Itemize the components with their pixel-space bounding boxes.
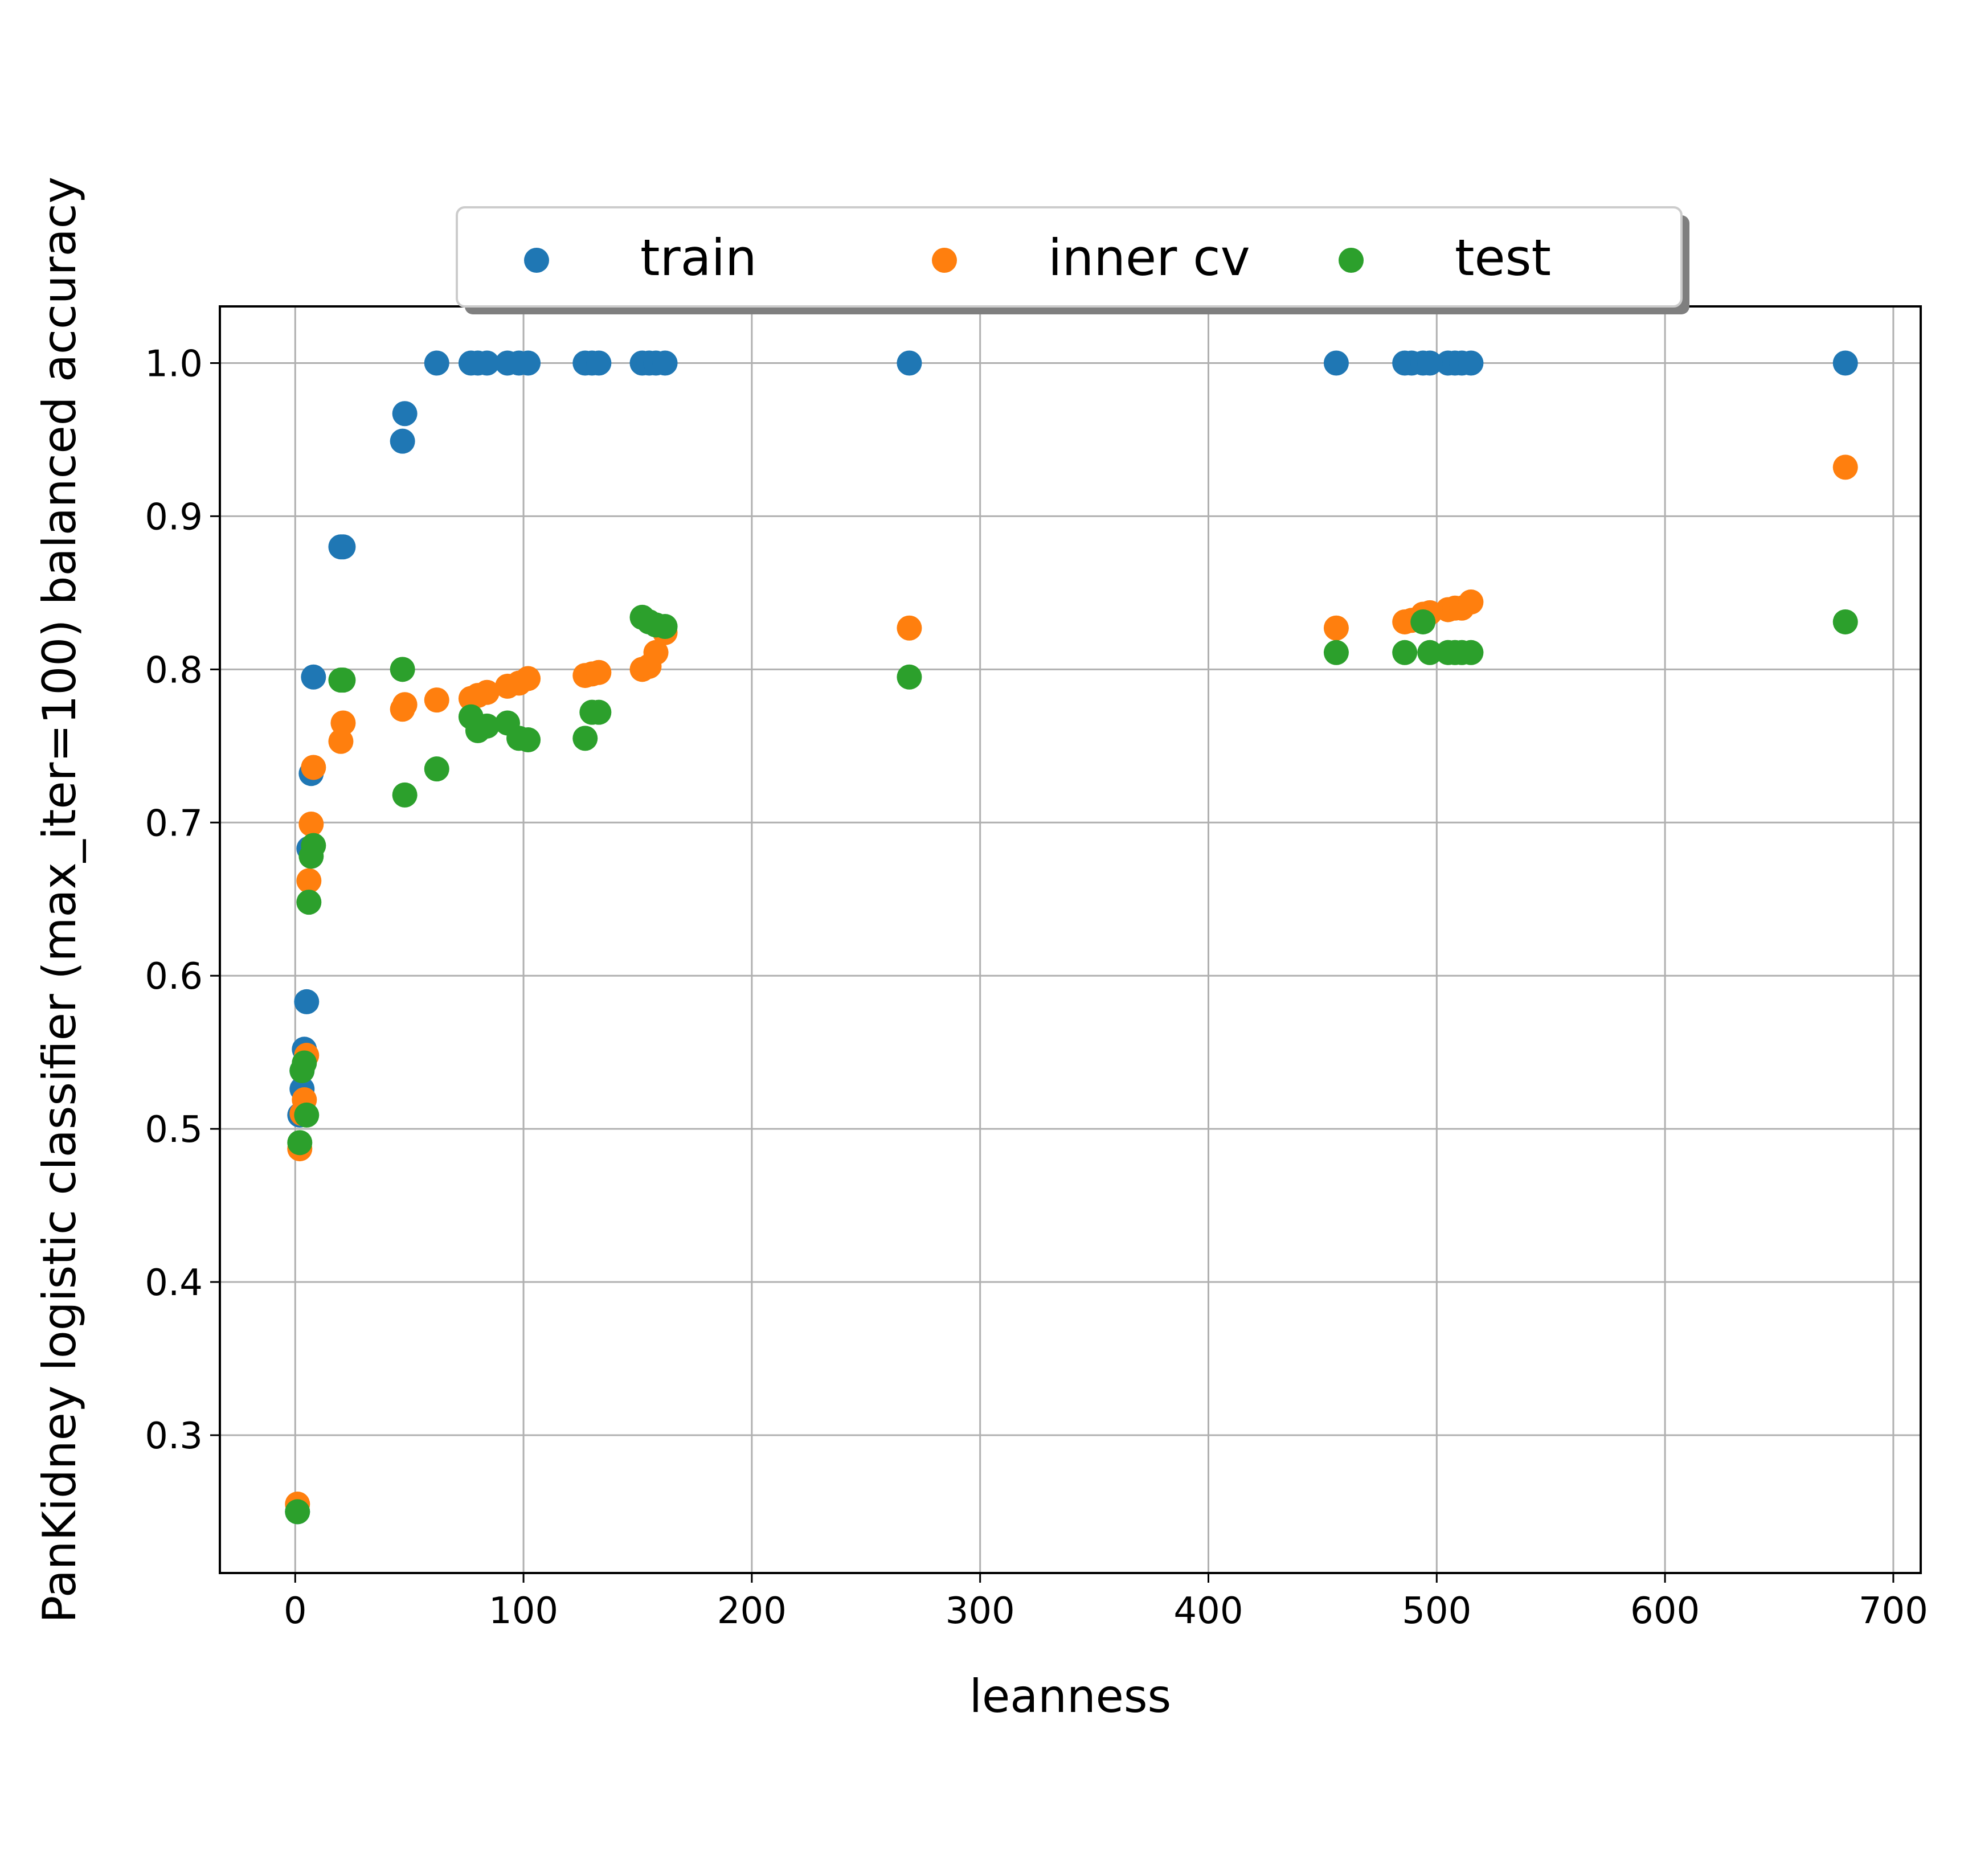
data-point xyxy=(474,713,500,739)
legend-box xyxy=(456,206,1683,308)
data-point xyxy=(294,1102,320,1128)
data-point xyxy=(474,350,500,376)
series-inner-cv xyxy=(285,454,1858,1517)
y-tick-label: 0.9 xyxy=(145,496,203,538)
data-point xyxy=(586,660,612,685)
x-axis-title: leanness xyxy=(969,1670,1171,1723)
data-point xyxy=(1323,350,1349,376)
data-point xyxy=(296,868,322,894)
data-point xyxy=(330,667,356,693)
legend-marker xyxy=(524,248,549,273)
data-point xyxy=(424,350,449,376)
x-tick-label: 400 xyxy=(1173,1590,1243,1632)
x-tick-label: 700 xyxy=(1859,1590,1928,1632)
data-point xyxy=(586,350,612,376)
data-point xyxy=(515,666,541,691)
y-tick-label: 0.5 xyxy=(145,1109,203,1151)
data-point xyxy=(1417,350,1443,376)
y-axis-title: PanKidney logistic classifier (max_iter=… xyxy=(33,177,86,1623)
data-point xyxy=(298,811,324,837)
series-train xyxy=(285,350,1858,1525)
legend-label: inner cv xyxy=(1048,228,1250,287)
data-point xyxy=(652,350,678,376)
x-tick-label: 200 xyxy=(717,1590,787,1632)
y-tick-label: 0.8 xyxy=(145,649,203,691)
data-point xyxy=(330,534,356,560)
data-point xyxy=(328,728,354,754)
data-point xyxy=(1458,640,1484,665)
data-point xyxy=(1832,609,1858,634)
legend-marker xyxy=(1339,248,1364,273)
y-tick-label: 0.3 xyxy=(145,1415,203,1457)
x-tick-label: 100 xyxy=(489,1590,558,1632)
data-point xyxy=(652,614,678,640)
legend: train inner cv test xyxy=(456,206,1689,314)
data-point xyxy=(586,699,612,725)
y-tick-label: 1.0 xyxy=(145,343,203,386)
data-point xyxy=(643,640,669,665)
data-point xyxy=(292,1050,317,1076)
grid-lines xyxy=(220,306,1921,1573)
data-point xyxy=(897,664,922,690)
data-point xyxy=(1323,615,1349,641)
legend-label: train xyxy=(640,228,757,287)
y-tick-label: 0.7 xyxy=(145,802,203,845)
x-tick-label: 600 xyxy=(1630,1590,1700,1632)
data-point xyxy=(424,756,449,782)
data-point xyxy=(301,755,326,780)
x-tick-label: 300 xyxy=(946,1590,1015,1632)
data-point xyxy=(1458,350,1484,376)
data-point xyxy=(1410,609,1436,634)
x-tick-label: 500 xyxy=(1402,1590,1471,1632)
data-point xyxy=(392,692,418,718)
data-point xyxy=(287,1130,313,1156)
data-point xyxy=(897,350,922,376)
data-point xyxy=(296,890,322,915)
series-test xyxy=(285,604,1858,1525)
data-point xyxy=(572,726,598,751)
data-point xyxy=(897,615,922,641)
y-tick-label: 0.4 xyxy=(145,1262,203,1304)
data-point xyxy=(294,989,320,1014)
data-point xyxy=(301,664,326,690)
y-tick-label: 0.6 xyxy=(145,956,203,998)
data-point xyxy=(1417,640,1443,665)
data-points xyxy=(285,350,1858,1525)
data-point xyxy=(424,687,449,713)
data-point xyxy=(515,727,541,753)
data-point xyxy=(1458,589,1484,615)
axis-ticks: 0 100 200 300 400 500 600 700 0.3 0.4 0.5 0.6 0.7 0.8… xyxy=(145,343,1928,1632)
data-point xyxy=(285,1499,310,1525)
data-point xyxy=(390,428,415,454)
data-point xyxy=(1832,350,1858,376)
data-point xyxy=(392,782,418,808)
data-point xyxy=(515,350,541,376)
data-point xyxy=(1323,640,1349,665)
legend-marker xyxy=(932,248,957,273)
data-point xyxy=(301,833,326,858)
data-point xyxy=(392,401,418,427)
data-point xyxy=(390,657,415,682)
data-point xyxy=(1392,640,1418,665)
legend-label: test xyxy=(1455,228,1551,287)
data-point xyxy=(474,679,500,705)
data-point xyxy=(330,710,356,736)
data-point xyxy=(1832,454,1858,480)
x-tick-label: 0 xyxy=(284,1590,307,1632)
